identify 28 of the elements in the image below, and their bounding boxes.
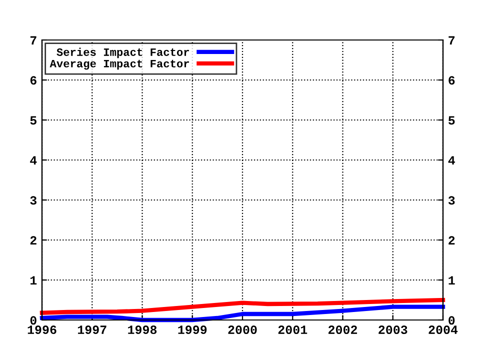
x-tick-label: 2002: [328, 326, 358, 334]
y-tick-label: 0: [30, 316, 36, 325]
y-tick-label: 7: [30, 36, 36, 45]
y-tick-label: 6: [30, 76, 36, 85]
y-tick-label: 1: [30, 276, 37, 285]
legend-label: Average Impact Factor: [50, 60, 189, 70]
x-tick-label: 2001: [278, 326, 308, 334]
y-tick-label: 3: [30, 196, 37, 205]
x-tick-label: 2004: [428, 326, 458, 334]
x-tick-label: 1999: [178, 326, 207, 334]
y-tick-label: 5: [30, 116, 36, 125]
y-tick-label: 4: [30, 156, 37, 165]
legend-label: Series Impact Factor: [56, 48, 189, 58]
x-tick-label: 1998: [128, 326, 157, 334]
y2-tick-label: 5: [448, 116, 455, 125]
x-tick-label: 1996: [28, 326, 56, 334]
y2-tick-label: 4: [448, 156, 455, 165]
y2-tick-label: 1: [448, 276, 455, 285]
y2-tick-label: 2: [448, 236, 455, 245]
y-tick-label: 2: [30, 236, 36, 245]
x-tick-label: 2000: [228, 326, 257, 334]
y2-tick-label: 6: [448, 76, 455, 85]
x-tick-label: 1997: [78, 326, 106, 334]
y2-tick-label: 0: [448, 316, 455, 325]
line-series: [40, 298, 446, 315]
y2-tick-label: 3: [448, 196, 455, 205]
x-tick-label: 2003: [378, 326, 408, 334]
y2-tick-label: 7: [448, 36, 455, 45]
